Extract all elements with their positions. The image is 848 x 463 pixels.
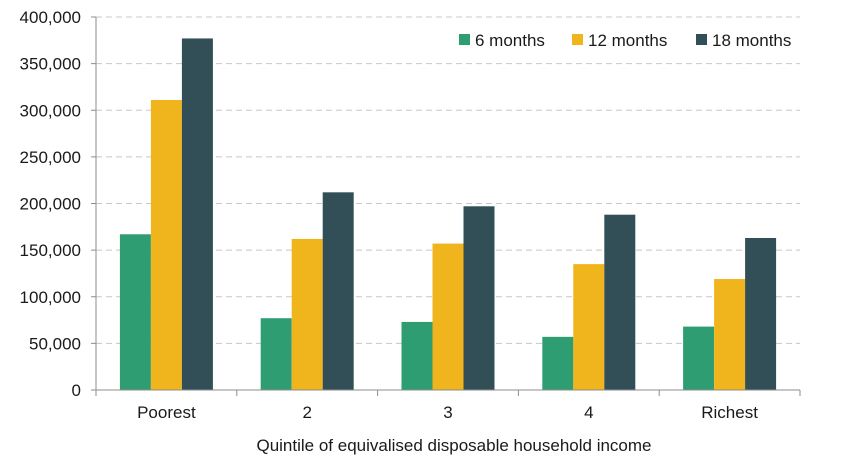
bar	[714, 279, 746, 390]
x-tick-label: 4	[584, 403, 593, 422]
y-tick-label: 400,000	[20, 8, 81, 27]
bar	[322, 192, 354, 390]
x-tick-label: Richest	[701, 403, 758, 422]
bar	[150, 99, 182, 391]
y-tick-label: 300,000	[20, 101, 81, 120]
legend-swatch	[572, 34, 583, 45]
y-tick-label: 200,000	[20, 195, 81, 214]
bars	[119, 38, 777, 391]
x-tick-label: Poorest	[137, 403, 196, 422]
y-tick-label: 150,000	[20, 241, 81, 260]
legend-swatch	[459, 34, 470, 45]
bar	[604, 214, 636, 390]
bar	[291, 238, 323, 390]
y-axis-tick-labels: 0 50,000 100,000 150,000 200,000 250,000 300,0…	[20, 8, 81, 400]
y-tick-label: 350,000	[20, 55, 81, 74]
legend-label: 12 months	[588, 31, 667, 50]
axes	[91, 16, 801, 396]
bar	[119, 234, 151, 390]
x-axis-tick-labels: Poorest 2 3 4 Richest	[137, 403, 758, 422]
x-axis-title: Quintile of equivalised disposable house…	[256, 436, 651, 455]
bar	[260, 318, 292, 390]
bar	[683, 326, 715, 390]
legend-label: 6 months	[475, 31, 545, 50]
bar	[573, 264, 605, 390]
bar	[745, 238, 777, 390]
y-tick-label: 0	[72, 381, 81, 400]
y-tick-label: 100,000	[20, 288, 81, 307]
bar	[463, 206, 495, 390]
bar	[432, 243, 464, 390]
legend: 6 months 12 months 18 months	[459, 31, 791, 50]
legend-label: 18 months	[712, 31, 791, 50]
bar	[542, 336, 574, 390]
legend-swatch	[696, 34, 707, 45]
y-tick-label: 250,000	[20, 148, 81, 167]
bar	[401, 321, 433, 390]
bar	[181, 38, 213, 390]
y-tick-label: 50,000	[29, 334, 81, 353]
x-tick-label: 3	[443, 403, 452, 422]
x-tick-label: 2	[302, 403, 311, 422]
